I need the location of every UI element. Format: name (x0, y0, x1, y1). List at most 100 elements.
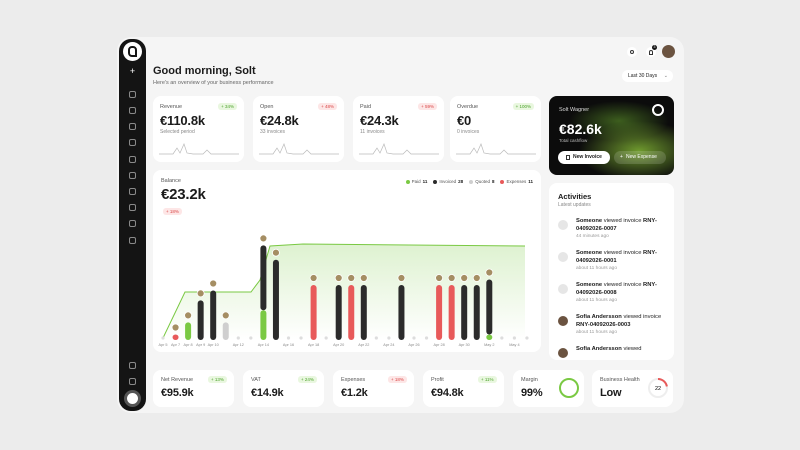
activity-time: 44 minutes ago (576, 234, 609, 239)
stat-label: Revenue (160, 104, 183, 110)
activity-action: viewed (623, 346, 642, 352)
legend-item: Invoiced 28 (433, 179, 463, 184)
health-value: Low (600, 387, 622, 399)
new-expense-button[interactable]: + New Expense (614, 151, 666, 164)
nav-icon[interactable] (129, 123, 136, 130)
period-label: Last 30 Days (628, 73, 658, 79)
stat-note: 0 invoices (457, 129, 480, 135)
stat-change: + 34% (218, 103, 237, 110)
bar-avatar (209, 279, 218, 288)
legend-swatch (405, 179, 410, 184)
bar (398, 285, 405, 340)
bar (348, 285, 355, 340)
nav-icon[interactable] (129, 172, 136, 179)
x-tick-label: Apr 20 (333, 343, 344, 347)
profile-avatar[interactable] (662, 45, 675, 58)
x-tick-label: Apr 9 (196, 343, 205, 347)
bar-avatar (221, 311, 230, 320)
health-card: Business Health Low 22 (592, 370, 673, 407)
stat-note: Selected period (160, 129, 195, 135)
new-invoice-button[interactable]: New Invoice (558, 151, 610, 164)
activity-avatar (558, 316, 568, 326)
stat-value: €0 (457, 113, 472, 128)
nav-icon[interactable] (129, 237, 136, 244)
bar-avatar (485, 268, 494, 277)
activities-title: Activities (558, 192, 592, 201)
kpi-value: €14.9k (251, 387, 284, 399)
activity-avatar (558, 348, 568, 358)
activity-action: viewed invoice (623, 314, 662, 320)
empty-dot (299, 336, 303, 340)
kpi-change: + 13% (208, 376, 227, 383)
bar (197, 300, 204, 340)
nav-icon[interactable] (129, 107, 136, 114)
empty-dot (161, 336, 165, 340)
bar (360, 285, 367, 340)
kpi-value: €95.9k (161, 387, 194, 399)
user-avatar[interactable] (124, 390, 141, 407)
nav-icon[interactable] (129, 188, 136, 195)
kpi-card: Expenses + 18% €1.2k (333, 370, 414, 407)
empty-dot (512, 336, 516, 340)
logo[interactable] (123, 42, 142, 61)
plus-icon: + (620, 154, 623, 160)
sparkline (456, 143, 536, 155)
stat-change: + 48% (318, 103, 337, 110)
empty-dot (412, 336, 416, 340)
kpi-value: €94.8k (431, 387, 464, 399)
x-tick-label: Apr 5 (158, 343, 167, 347)
nav-icon[interactable] (129, 362, 136, 369)
nav-icon[interactable] (129, 91, 136, 98)
bar (260, 245, 267, 311)
kpi-card: VAT + 24% €14.9k (243, 370, 324, 407)
empty-dot (500, 336, 504, 340)
cashflow-name: Solt Wagner (559, 107, 590, 113)
margin-ring (559, 378, 579, 398)
sparkline-path (359, 143, 439, 155)
activity-actor: Sofia Andersson (576, 346, 622, 352)
x-tick-label: Apr 18 (308, 343, 319, 347)
add-button[interactable]: + (129, 66, 136, 76)
bar-avatar (334, 274, 343, 282)
bar-avatar (447, 274, 456, 282)
stat-value: €110.8k (160, 113, 205, 128)
bar (335, 285, 342, 340)
activity-avatar (558, 220, 568, 230)
period-select[interactable]: Last 30 Days ⌄ (622, 70, 673, 82)
bar-avatar (472, 274, 481, 282)
balance-change: + 18% (163, 208, 182, 215)
search-button[interactable] (627, 47, 637, 57)
x-tick-label: Apr 30 (459, 343, 470, 347)
activity-text: Sofia Andersson viewed (576, 346, 668, 354)
nav-icon[interactable] (129, 204, 136, 211)
bar (260, 310, 267, 340)
nav-icon[interactable] (129, 378, 136, 385)
activity-action: viewed invoice (603, 250, 642, 256)
bar-avatar (460, 274, 469, 282)
legend-name: Expenses (506, 179, 527, 184)
activity-time: about 11 hours ago (576, 298, 617, 303)
stat-change: + 59% (418, 103, 437, 110)
stat-label: Paid (360, 104, 372, 110)
gauge-arc (648, 378, 668, 398)
activity-avatar (558, 284, 568, 294)
stat-card: Open + 48% €24.8k 33 invoices (253, 96, 344, 162)
sparkline-path (259, 143, 339, 155)
bar (222, 322, 229, 340)
nav-icon[interactable] (129, 156, 136, 163)
empty-dot (236, 336, 240, 340)
nav-icon[interactable] (129, 139, 136, 146)
legend-count: 28 (458, 179, 464, 184)
x-tick-label: Apr 26 (408, 343, 419, 347)
invoice-icon (566, 155, 570, 160)
stat-label: Open (260, 104, 274, 110)
x-tick-label: Apr 12 (233, 343, 244, 347)
notifications-button[interactable] (646, 47, 656, 57)
legend-swatch (433, 179, 438, 184)
nav-icon[interactable] (129, 220, 136, 227)
margin-label: Margin (521, 377, 538, 383)
empty-dot (424, 336, 429, 340)
kpi-change: + 18% (388, 376, 407, 383)
empty-dot (525, 336, 529, 340)
